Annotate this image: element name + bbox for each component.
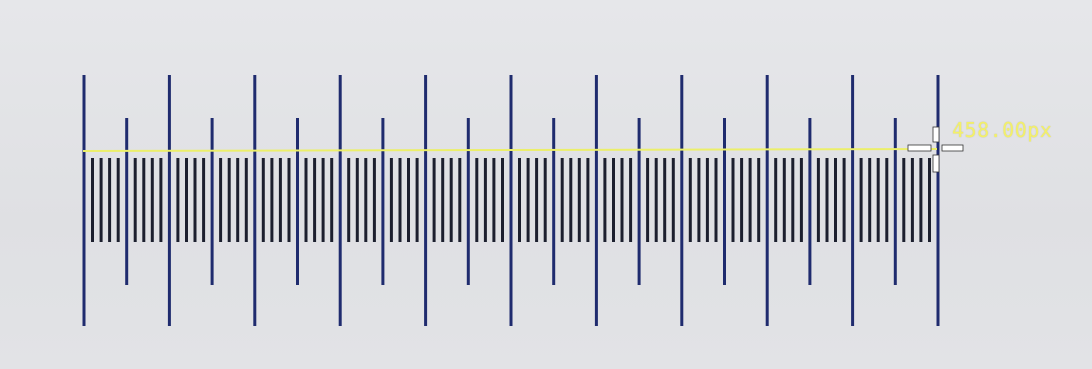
crosshair-cursor-icon[interactable] <box>907 126 964 173</box>
measurement-line[interactable] <box>82 148 938 152</box>
major-tick-group <box>82 75 940 326</box>
fine-tick-group <box>91 158 931 242</box>
measurement-value-label: 458.00px <box>952 118 1053 142</box>
